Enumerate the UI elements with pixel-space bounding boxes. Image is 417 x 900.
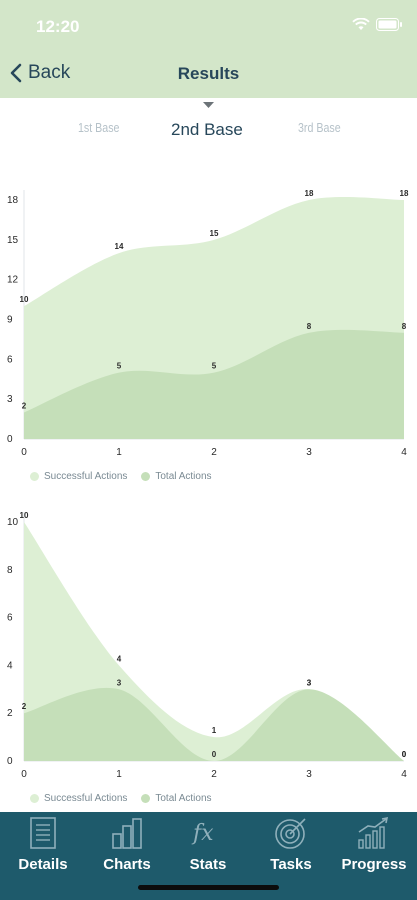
data-label-s1-p1: 14 <box>115 242 124 251</box>
legend-label-total-2: Total Actions <box>155 793 212 804</box>
legend-item-total-2: Total Actions <box>141 793 212 804</box>
chart1-legend: Successful Actions Total Actions <box>30 471 212 482</box>
y-tick-label: 2 <box>7 708 13 719</box>
legend-swatch-successful-2 <box>30 794 39 803</box>
back-label: Back <box>28 62 71 83</box>
y-tick-label: 10 <box>7 517 19 528</box>
y-tick-label: 6 <box>7 354 13 365</box>
back-button[interactable]: Back <box>10 62 70 84</box>
data-label-s1-p0: 10 <box>20 295 29 304</box>
status-icons <box>352 18 403 31</box>
function-icon: fx <box>191 821 214 846</box>
data-label-s0-p1: 5 <box>117 362 122 371</box>
wifi-icon <box>352 18 370 30</box>
x-tick-label: 3 <box>306 447 312 458</box>
data-label-s1-p3: 18 <box>305 189 314 198</box>
y-tick-label: 6 <box>7 613 13 624</box>
data-label-s1-p4: 18 <box>400 189 409 198</box>
progress-chart-icon <box>358 816 389 849</box>
tab-2nd-base[interactable]: 2nd Base <box>171 120 243 139</box>
legend-swatch-successful <box>30 472 39 481</box>
x-tick-label: 4 <box>401 769 407 780</box>
status-time: 12:20 <box>36 17 80 36</box>
y-tick-label: 4 <box>7 660 13 671</box>
page-title: Results <box>177 64 240 83</box>
bar-chart-icon <box>112 818 142 849</box>
data-label-s1-p2: 1 <box>212 726 217 735</box>
x-tick-label: 2 <box>211 769 217 780</box>
x-tick-label: 1 <box>116 769 122 780</box>
tab-charts[interactable]: Charts <box>96 812 158 900</box>
data-label-s1-p1: 4 <box>117 654 122 663</box>
tab-progress[interactable]: Progress <box>338 812 410 900</box>
legend-label-successful: Successful Actions <box>44 471 128 482</box>
x-tick-label: 4 <box>401 447 407 458</box>
tab-details[interactable]: Details <box>12 812 74 900</box>
x-tick-label: 0 <box>21 769 27 780</box>
x-tick-label: 2 <box>211 447 217 458</box>
data-label-s0-p3: 3 <box>307 678 312 687</box>
y-tick-label: 0 <box>7 756 13 767</box>
x-tick-label: 3 <box>306 769 312 780</box>
area-series-0 <box>24 329 404 439</box>
y-tick-label: 15 <box>7 235 19 246</box>
tab-stats[interactable]: fx Stats <box>177 812 239 900</box>
data-label-s0-p0: 2 <box>22 702 27 711</box>
tab-1st-base[interactable]: 1st Base <box>78 120 120 135</box>
legend-label-successful-2: Successful Actions <box>44 793 128 804</box>
data-label-s1-p4: 0 <box>402 750 407 759</box>
area-series-0 <box>24 687 404 761</box>
y-tick-label: 18 <box>7 195 19 206</box>
data-label-s0-p4: 8 <box>402 322 407 331</box>
tab-label-details: Details <box>18 856 68 873</box>
data-label-s0-p2: 5 <box>212 362 217 371</box>
data-label-s1-p2: 15 <box>210 229 219 238</box>
y-tick-label: 0 <box>7 434 13 445</box>
tab-label-charts: Charts <box>103 856 151 873</box>
y-tick-label: 8 <box>7 565 13 576</box>
home-indicator <box>138 885 279 890</box>
tab-label-tasks: Tasks <box>270 856 312 873</box>
x-tick-label: 0 <box>21 447 27 458</box>
header: 12:20 Back Results <box>0 0 417 98</box>
tab-tasks[interactable]: Tasks <box>260 812 322 900</box>
battery-icon <box>376 18 402 31</box>
data-label-s1-p3: 3 <box>307 678 312 687</box>
data-label-s0-p2: 0 <box>212 750 217 759</box>
chevron-left-icon <box>10 63 22 83</box>
svg-text:fx: fx <box>191 821 214 846</box>
legend-item-total: Total Actions <box>141 471 212 482</box>
chart2-legend: Successful Actions Total Actions <box>30 793 212 804</box>
caret-down-icon <box>203 102 214 108</box>
legend-label-total: Total Actions <box>155 471 212 482</box>
y-tick-label: 12 <box>7 275 19 286</box>
tab-3rd-base[interactable]: 3rd Base <box>298 120 341 135</box>
tab-label-stats: Stats <box>189 856 227 873</box>
tab-label-progress: Progress <box>341 856 407 873</box>
legend-item-successful: Successful Actions <box>30 471 127 482</box>
y-tick-label: 9 <box>7 315 13 326</box>
document-icon <box>30 817 56 849</box>
data-label-s0-p1: 3 <box>117 678 122 687</box>
data-label-s0-p0: 2 <box>22 401 27 410</box>
target-icon <box>275 818 306 849</box>
y-tick-label: 3 <box>7 394 13 405</box>
data-label-s0-p3: 8 <box>307 322 312 331</box>
data-label-s0-p4: 0 <box>402 750 407 759</box>
legend-swatch-total-2 <box>141 794 151 803</box>
legend-item-successful-2: Successful Actions <box>30 793 127 804</box>
legend-swatch-total <box>141 472 151 481</box>
data-label-s1-p0: 10 <box>20 511 29 520</box>
x-tick-label: 1 <box>116 447 122 458</box>
